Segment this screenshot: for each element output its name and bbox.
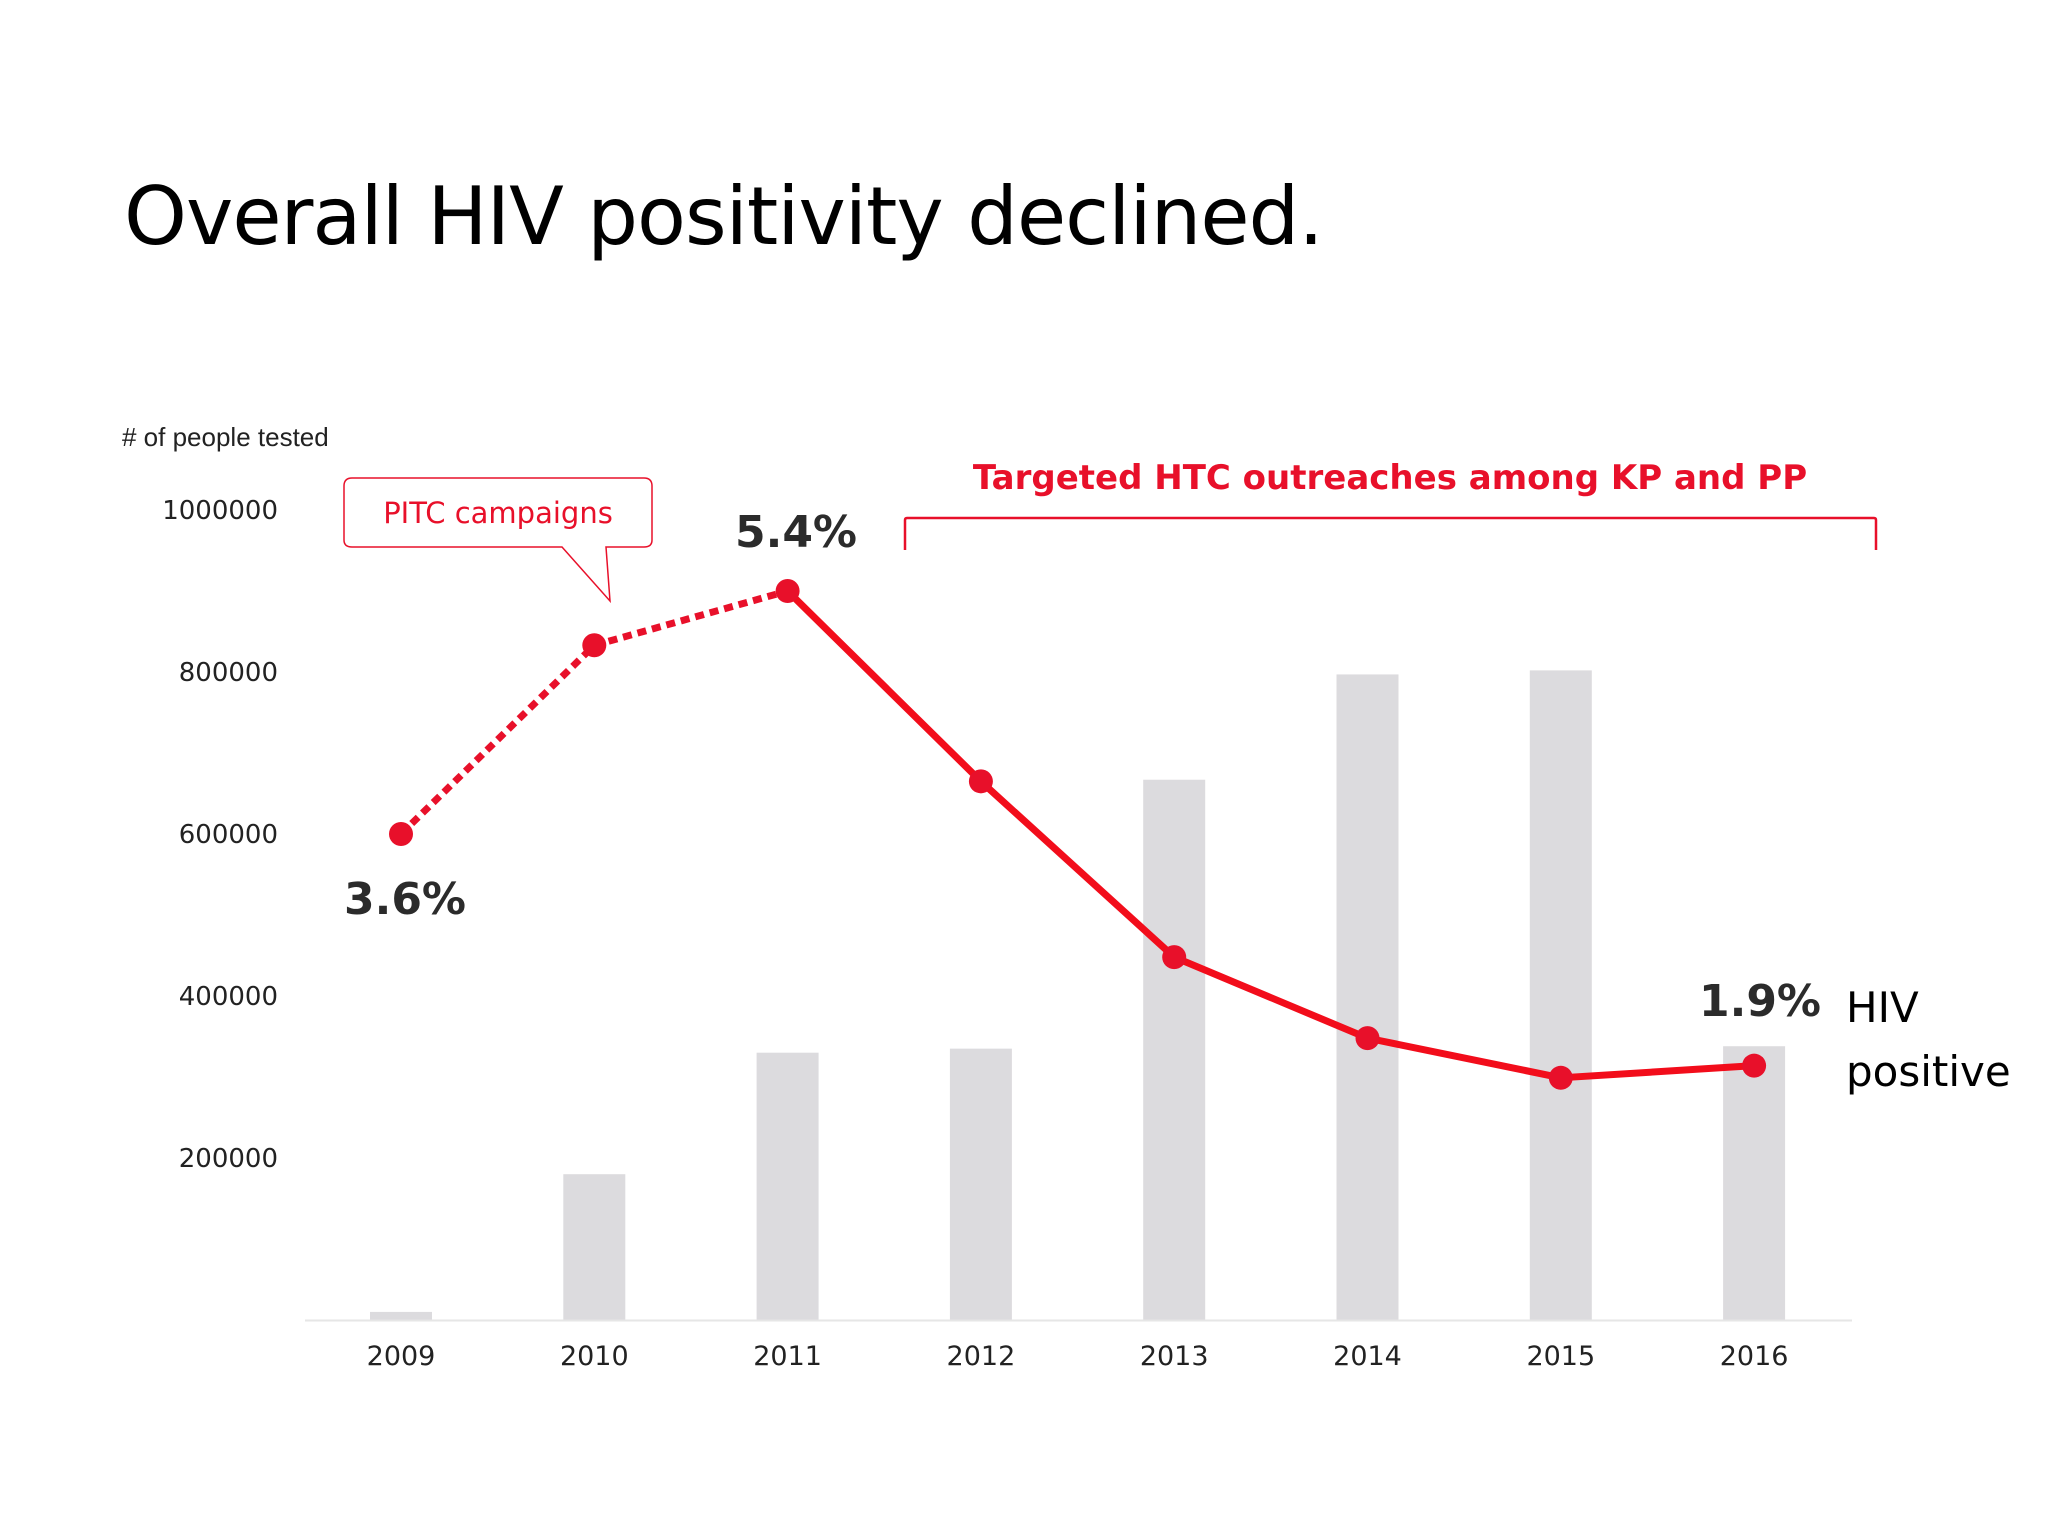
y-axis-title: # of people tested (122, 422, 329, 452)
line-segment-dashed (398, 587, 789, 837)
x-tick-label: 2009 (367, 1341, 436, 1372)
pitc-callout-label: PITC campaigns (383, 496, 613, 530)
point-2012 (968, 769, 993, 794)
targeted-htc-label: Targeted HTC outreaches among KP and PP (973, 458, 1807, 498)
y-tick-label: 800000 (179, 658, 278, 688)
x-axis-ticks: 2009 2010 2011 2012 2013 2014 2015 2016 (367, 1341, 1789, 1372)
targeted-htc-bracket: Targeted HTC outreaches among KP and PP (903, 458, 1878, 550)
positivity-2009-label: 3.6% (344, 874, 466, 925)
series-label-hiv: HIV (1846, 983, 1919, 1032)
bar-2016 (1723, 1046, 1786, 1320)
bar-2013 (1143, 779, 1206, 1320)
x-tick-label: 2012 (947, 1341, 1016, 1372)
x-tick-label: 2016 (1720, 1341, 1789, 1372)
bar-2015 (1529, 670, 1592, 1320)
bar-2010 (563, 1174, 626, 1320)
point-2009 (389, 822, 413, 846)
positivity-2016-label: 1.9% (1699, 976, 1821, 1027)
pitc-callout: PITC campaigns (343, 477, 653, 604)
page-title: Overall HIV positivity declined. (124, 170, 1324, 263)
bracket-line (903, 516, 1878, 550)
bar-2011 (756, 1052, 819, 1320)
x-tick-label: 2015 (1526, 1341, 1595, 1372)
point-2016 (1742, 1053, 1767, 1078)
callout-bubble (343, 477, 653, 604)
line-series (389, 579, 1767, 1090)
point-2010 (582, 633, 607, 658)
bar-2014 (1336, 674, 1399, 1320)
point-2015 (1548, 1065, 1573, 1090)
bar-series (370, 670, 1786, 1320)
y-tick-label: 200000 (179, 1144, 278, 1174)
x-tick-label: 2013 (1140, 1341, 1209, 1372)
x-tick-label: 2014 (1333, 1341, 1402, 1372)
point-2014 (1355, 1026, 1380, 1051)
x-tick-label: 2010 (560, 1341, 629, 1372)
line-segment-solid (785, 588, 1755, 1082)
positivity-2011-label: 5.4% (735, 507, 857, 558)
series-label-positive: positive (1846, 1047, 2011, 1096)
y-tick-label: 600000 (179, 820, 278, 850)
point-2011 (775, 579, 800, 603)
y-tick-label: 1000000 (162, 496, 278, 526)
y-tick-label: 400000 (179, 982, 278, 1012)
x-tick-label: 2011 (753, 1341, 822, 1372)
bar-2009 (370, 1311, 432, 1320)
point-2013 (1162, 945, 1187, 970)
y-axis-ticks: 200000 400000 600000 800000 1000000 (162, 496, 278, 1174)
bar-2012 (949, 1048, 1012, 1320)
